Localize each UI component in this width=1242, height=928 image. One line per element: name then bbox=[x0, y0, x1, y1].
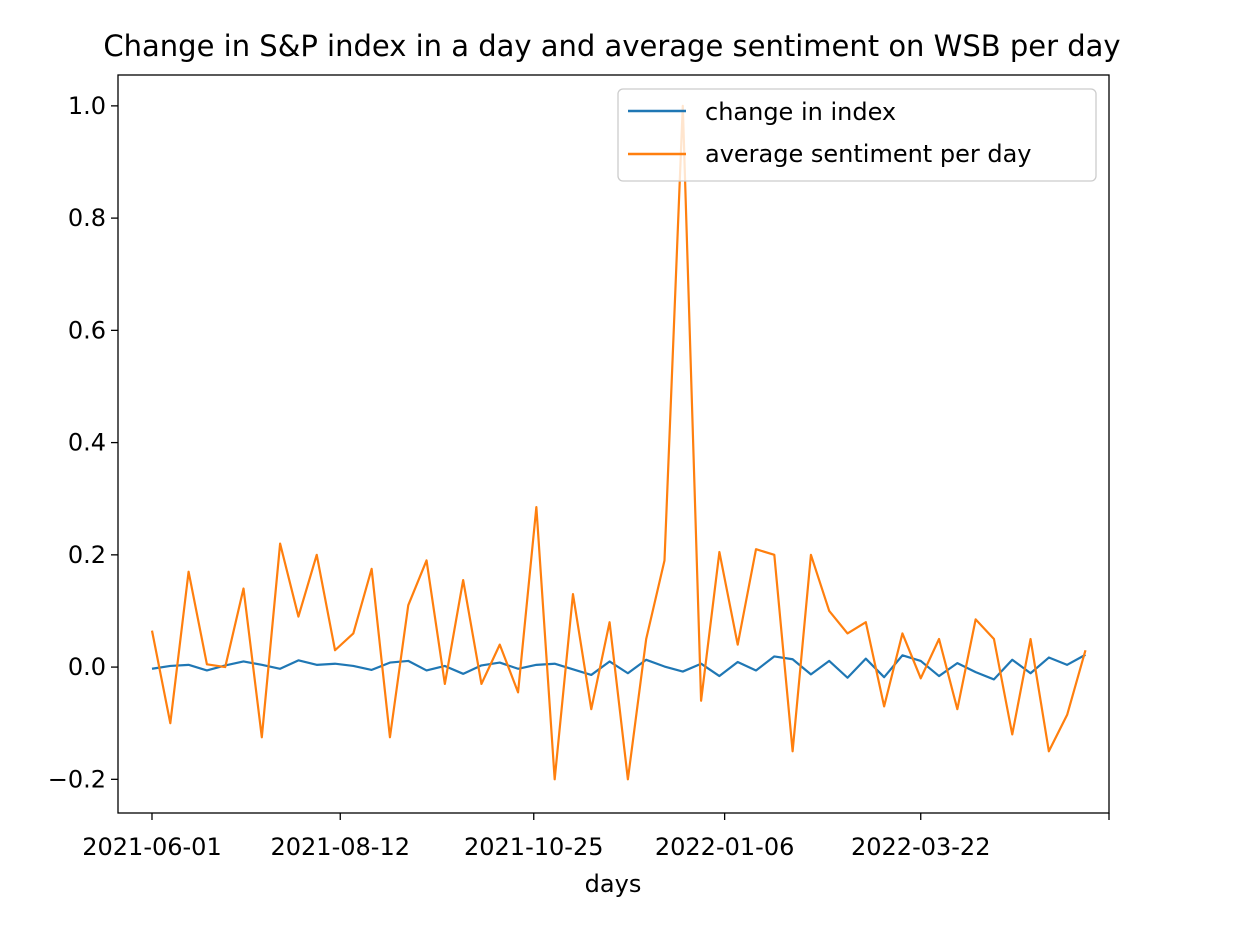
y-tick-label: 0.4 bbox=[68, 429, 106, 457]
legend-box bbox=[617, 88, 1097, 182]
legend-label-average-sentiment: average sentiment per day bbox=[705, 140, 1031, 168]
x-tick-label: 2022-03-22 bbox=[851, 833, 990, 861]
legend: change in index average sentiment per da… bbox=[617, 88, 1097, 182]
legend-label-change-in-index: change in index bbox=[705, 98, 896, 126]
x-tick-label: 2021-10-25 bbox=[464, 833, 603, 861]
x-tick-label: 2021-06-01 bbox=[82, 833, 221, 861]
plot-lines bbox=[150, 104, 1087, 781]
plot-frame bbox=[117, 74, 1110, 814]
x-axis: 2021-06-01 2021-08-12 2021-10-25 2022-01-06… bbox=[82, 813, 1110, 861]
y-tick-label: 0.0 bbox=[68, 653, 106, 681]
y-tick-label: −0.2 bbox=[48, 765, 106, 793]
y-axis: −0.2 0.0 0.2 0.4 0.6 0.8 1.0 bbox=[48, 92, 118, 793]
y-tick-label: 1.0 bbox=[68, 92, 106, 120]
chart-title: Change in S&P index in a day and average… bbox=[103, 29, 1120, 63]
x-tick-label: 2021-08-12 bbox=[271, 833, 410, 861]
series-line-change-in-index bbox=[151, 653, 1087, 681]
y-tick-label: 0.8 bbox=[68, 204, 106, 232]
x-axis-label: days bbox=[585, 870, 642, 898]
y-tick-label: 0.2 bbox=[68, 541, 106, 569]
y-tick-label: 0.6 bbox=[68, 316, 106, 344]
series-line-average-sentiment bbox=[150, 104, 1087, 781]
x-tick-label: 2022-01-06 bbox=[655, 833, 794, 861]
